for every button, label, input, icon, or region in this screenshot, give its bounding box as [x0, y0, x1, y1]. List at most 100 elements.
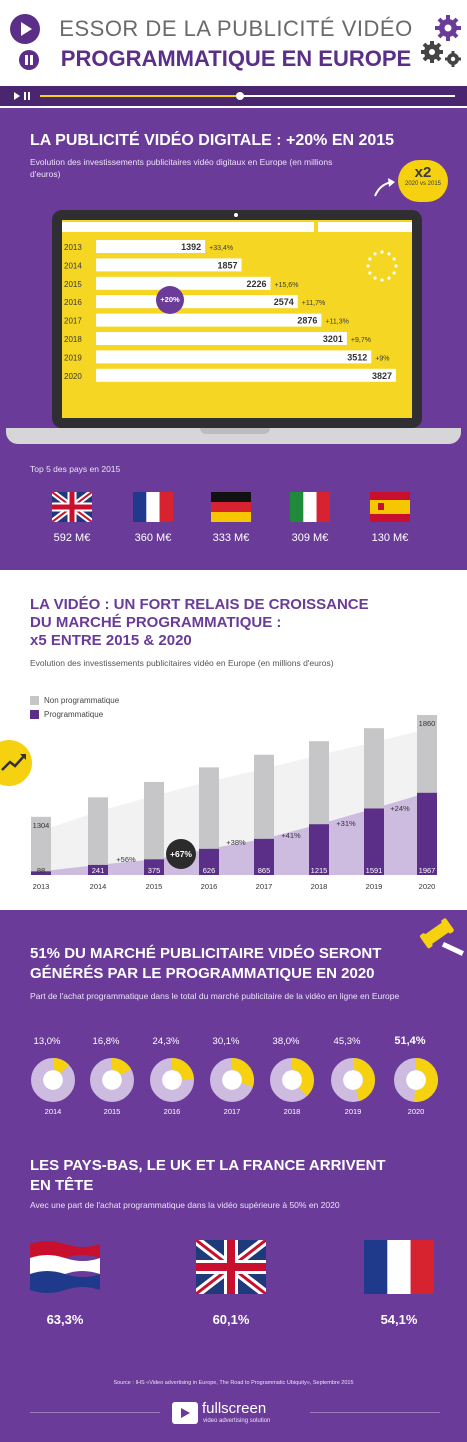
donut-year-label: 2019	[345, 1107, 362, 1116]
donut-hole	[222, 1070, 242, 1090]
video-player-bar	[0, 86, 467, 106]
bar-value-label: 1857	[218, 260, 238, 270]
donut-year-label: 2015	[104, 1107, 121, 1116]
legend-swatch-non-programmatic	[30, 696, 39, 705]
programmatic-value-label: 88	[37, 866, 45, 875]
x-tick-label: 2017	[256, 882, 273, 891]
section3-title: 51% DU MARCHÉ PUBLICITAIRE VIDÉO SERONT …	[30, 945, 382, 982]
italy-flag-icon	[290, 492, 330, 522]
donut-segment	[31, 1058, 75, 1102]
laptop-base	[6, 428, 461, 444]
x-tick-label: 2019	[366, 882, 383, 891]
x-tick-label: 2016	[201, 882, 218, 891]
eu-stars-icon	[366, 250, 398, 282]
source-note: Source : IHS «Video advertising in Europ…	[113, 1380, 354, 1386]
non-programmatic-value-label: 1304	[33, 821, 50, 830]
growth-label: +41%	[281, 831, 301, 840]
donut-segment	[270, 1058, 314, 1102]
france-amount: 360 M€	[134, 532, 172, 544]
page-title-line1: ESSOR DE LA PUBLICITÉ VIDÉO	[59, 16, 413, 41]
italy-amount: 309 M€	[291, 532, 329, 544]
pause-icon[interactable]	[19, 50, 39, 70]
year-label: 2015	[64, 280, 82, 289]
play-icon[interactable]	[10, 14, 40, 44]
bar-value-label: 1392	[181, 242, 201, 252]
section1-subtitle: Evolution des investissements publicitai…	[30, 157, 333, 179]
programmatic-value-label: 375	[148, 866, 161, 875]
programmatic-bar	[364, 808, 384, 875]
eu-star-icon	[387, 276, 391, 280]
x-tick-label: 2018	[311, 882, 328, 891]
donut-pct-label: 16,8%	[93, 1036, 120, 1047]
browser-tabs	[62, 222, 412, 232]
fullscreen-logo-icon[interactable]	[172, 1402, 198, 1424]
non-programmatic-bar	[309, 741, 329, 825]
eu-star-icon	[368, 257, 372, 261]
section3b-title: LES PAYS-BAS, LE UK ET LA FRANCE ARRIVEN…	[30, 1157, 386, 1194]
germany-amount: 333 M€	[212, 532, 250, 544]
donut-year-label: 2018	[284, 1107, 301, 1116]
laptop-screen: 2013 1392 +33,4% 2014 1857 2015 2226 +15,6% 2016…	[62, 220, 412, 418]
legend-swatch-programmatic	[30, 710, 39, 719]
donut-pct-label: 13,0%	[34, 1036, 61, 1047]
donut-hole	[162, 1070, 182, 1090]
germany-flag-icon	[211, 492, 251, 522]
donut-year-label: 2016	[164, 1107, 181, 1116]
donut-hole	[282, 1070, 302, 1090]
fullscreen-logo-tagline: video advertising solution	[203, 1418, 271, 1424]
eu-star-icon	[392, 271, 396, 275]
bar-2020	[96, 368, 396, 382]
section3-subtitle: Part de l'achat programmatique dans le t…	[30, 991, 400, 1001]
camera-icon	[234, 213, 238, 217]
donut-year-label: 2020	[408, 1107, 425, 1116]
donut-hole	[43, 1070, 63, 1090]
bar-value-label: 2876	[297, 316, 317, 326]
bar-value-label: 3512	[347, 352, 367, 362]
legend-label-programmatic: Programmatique	[44, 710, 104, 719]
x-tick-label: 2013	[33, 882, 50, 891]
eu-star-icon	[392, 257, 396, 261]
donut-year-label: 2017	[224, 1107, 241, 1116]
non-programmatic-bar	[364, 728, 384, 809]
bar-value-label: 3827	[372, 371, 392, 381]
donut-segment	[394, 1058, 438, 1102]
bar-2018	[96, 332, 347, 345]
growth-label: +11,7%	[302, 300, 325, 307]
x-tick-label: 2015	[146, 882, 163, 891]
programmatic-value-label: 1215	[311, 866, 328, 875]
non-programmatic-bar	[254, 754, 274, 839]
france-pct: 54,1%	[380, 1312, 418, 1327]
bar-value-label: 2574	[274, 297, 294, 307]
arrow-icon	[374, 178, 395, 197]
growth-label: +15,6%	[274, 282, 298, 289]
legend-label-non-programmatic: Non programmatique	[44, 696, 120, 705]
non-programmatic-bar	[417, 715, 437, 793]
eu-star-icon	[387, 252, 391, 256]
uk-flag-icon	[50, 489, 94, 525]
eu-star-icon	[368, 271, 372, 275]
section2-title-line1: LA VIDÉO : UN FORT RELAIS DE CROISSANCE	[30, 596, 369, 613]
france-flag-icon	[133, 492, 173, 522]
x2-badge-sub: 2020 vs 2015	[404, 181, 442, 187]
growth-label: +56%	[116, 855, 136, 864]
programmatic-bar	[31, 871, 51, 875]
x2-badge: x2 2020 vs 2015	[398, 160, 448, 202]
programmatic-value-label: 626	[203, 866, 216, 875]
spain-amount: 130 M€	[371, 532, 409, 544]
programmatic-area	[41, 792, 427, 875]
trend-up-icon	[0, 740, 32, 786]
year-label: 2020	[64, 372, 82, 381]
programmatic-bar	[417, 792, 437, 875]
stacked-bar-chart: 88 1304 2013 241 2014 375 2015 626 2016 865 2017 12…	[31, 715, 437, 891]
donut-segment	[90, 1058, 134, 1102]
bar-value-label: 3201	[323, 334, 343, 344]
divider-right	[310, 1412, 440, 1413]
bar-2016	[96, 295, 298, 309]
growth-label: +33,4%	[209, 245, 233, 252]
fullscreen-logo-name[interactable]: fullscreen	[202, 1400, 267, 1417]
horizontal-bar-chart: 2013 1392 +33,4% 2014 1857 2015 2226 +15,6% 2016…	[64, 240, 396, 382]
eu-star-icon	[373, 252, 377, 256]
non-programmatic-value-label: 1860	[419, 719, 436, 728]
year-label: 2019	[64, 353, 82, 362]
